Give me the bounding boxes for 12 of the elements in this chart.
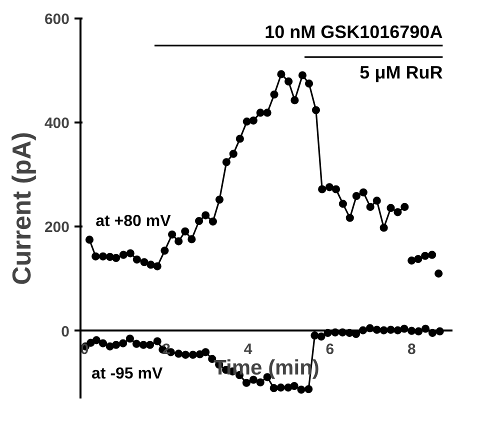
legend-label: at +80 mV — [96, 213, 172, 230]
x-tick-label: 4 — [244, 340, 253, 358]
y-tick-label: 0 — [61, 323, 70, 340]
y-tick-label: 200 — [44, 219, 70, 236]
y-tick-label: 400 — [44, 115, 70, 132]
annotation: 10 nM GSK1016790A — [264, 22, 443, 42]
y-tick-label: 600 — [44, 11, 70, 28]
y-axis-title: Current (pA) — [6, 132, 36, 286]
x-tick-label: 8 — [407, 340, 416, 358]
x-tick-label: 6 — [326, 340, 334, 358]
series-label: at -95 mV — [92, 365, 164, 382]
annotation: 5 μM RuR — [360, 62, 443, 83]
